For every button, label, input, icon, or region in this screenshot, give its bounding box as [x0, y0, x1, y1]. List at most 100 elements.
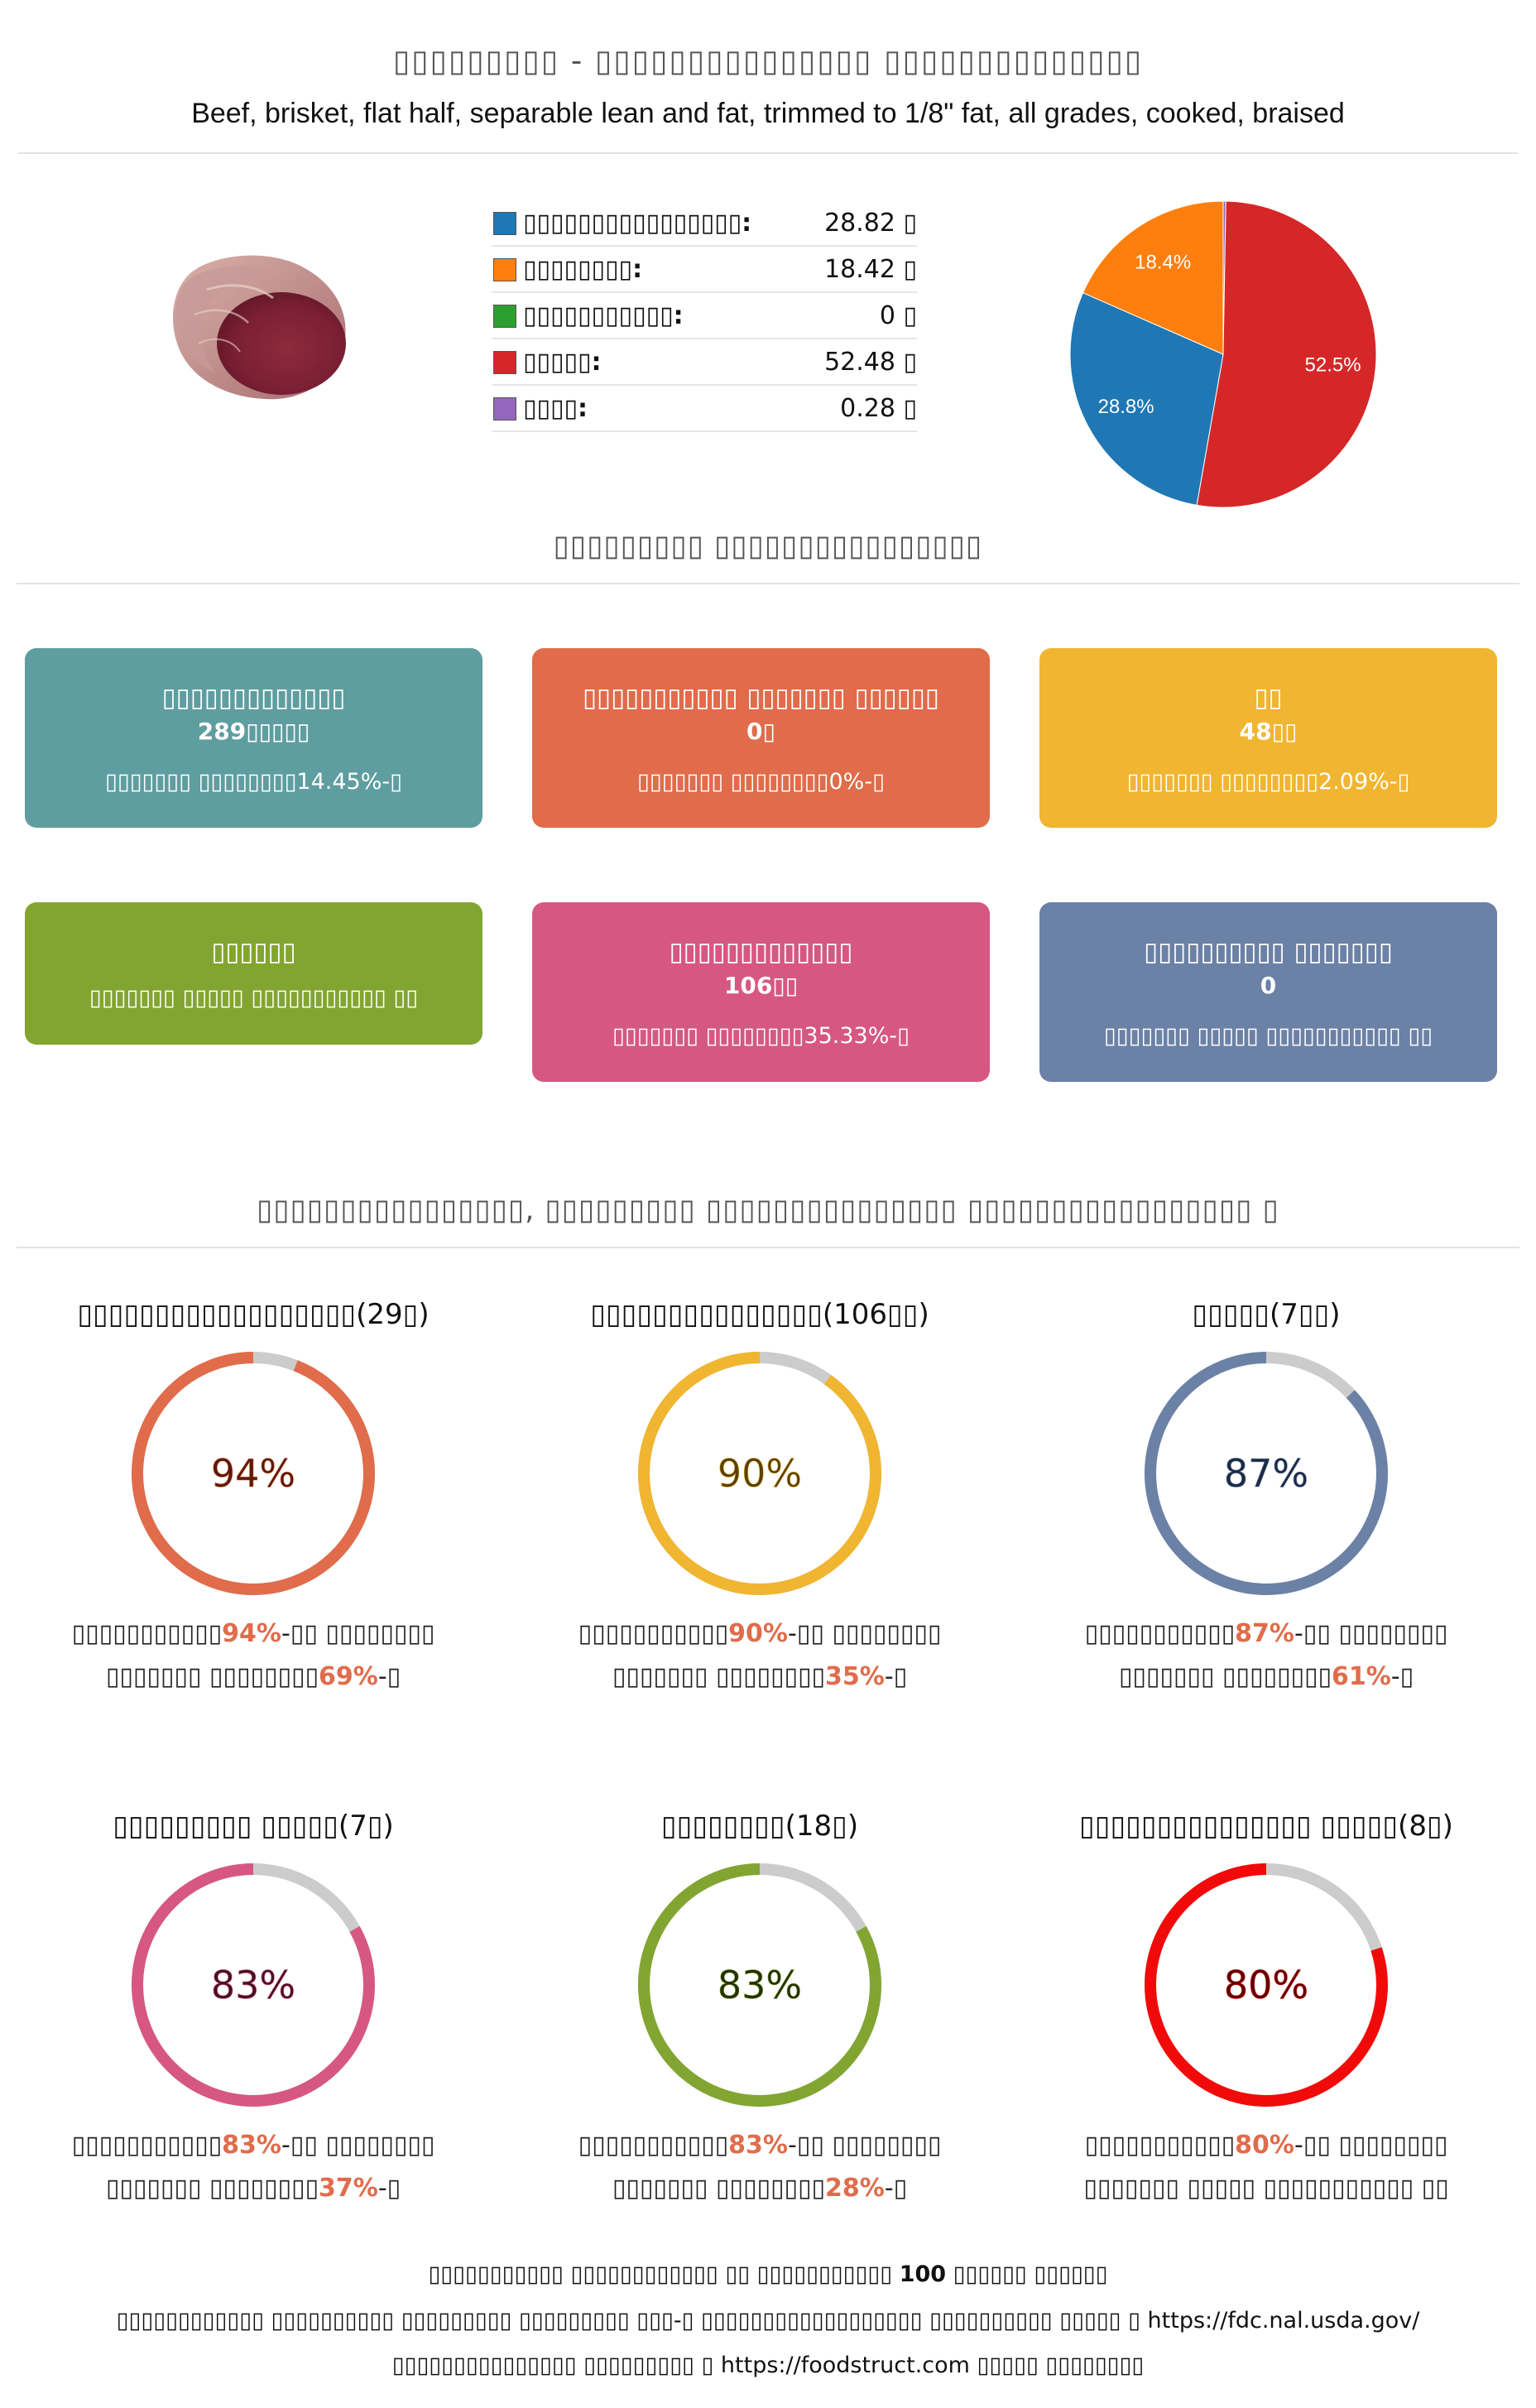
ring-percent-label: 90%: [718, 1451, 802, 1496]
desc-highlight: 90%: [728, 1619, 788, 1648]
box-title: ▯▯▯▯▯▯▯▯▯▯▯ ▯▯▯▯▯▯▯ ▯▯▯▯▯▯: [582, 683, 939, 713]
desc-highlight: 35%: [825, 1662, 885, 1691]
legend-value: 52.48 ▯: [824, 348, 917, 377]
box-title: ▯▯▯▯▯▯▯▯▯▯ ▯▯▯▯▯▯▯: [1144, 937, 1393, 967]
box-value: 0: [1260, 972, 1277, 999]
footer-text: ▯▯▯▯▯▯ ▯▯▯▯▯▯: [946, 2261, 1108, 2287]
food-name-subtitle: Beef, brisket, flat half, separable lean…: [191, 98, 1345, 129]
legend-swatch: [493, 397, 516, 421]
nutrition-section-title: ▯▯▯▯▯▯▯▯▯ ▯▯▯▯▯▯▯▯▯▯▯▯▯▯▯▯: [553, 530, 983, 563]
percentile-ring: 83%: [132, 1863, 375, 2107]
ranking-section-title: ▯▯▯▯▯▯▯▯▯▯▯▯▯▯▯▯, ▯▯▯▯▯▯▯▯▯ ▯▯▯▯▯▯▯▯▯▯▯▯…: [257, 1194, 1279, 1227]
desc-text: -▯▯ ▯▯▯▯▯▯▯▯: [1294, 1619, 1448, 1648]
legend-swatch: [493, 351, 516, 374]
ring-description: ▯▯▯▯▯▯▯▯▯▯▯87%-▯▯ ▯▯▯▯▯▯▯▯ ▯▯▯▯▯▯▯ ▯▯▯▯▯…: [1018, 1613, 1514, 1699]
sodium-box: ▯▯ 48▯▯ ▯▯▯▯▯▯▯ ▯▯▯▯▯▯▯▯2.09%-▯: [1039, 648, 1497, 828]
box-title: ▯▯▯▯▯▯: [211, 937, 296, 967]
desc-text: ▯▯▯▯▯▯▯ ▯▯▯▯▯▯▯▯: [105, 1662, 319, 1691]
desc-text: ▯▯▯▯▯▯▯ ▯▯▯▯▯▯▯▯: [105, 2174, 319, 2203]
ring-progress: [638, 1352, 881, 1595]
legend-swatch: [493, 258, 516, 281]
fiber-box: ▯▯▯▯▯▯ ▯▯▯▯▯▯▯ ▯▯▯▯▯ ▯▯▯▯▯▯▯▯▯▯▯ ▯▯: [25, 902, 482, 1045]
desc-text: ▯▯▯▯▯▯▯▯▯▯▯: [71, 1619, 223, 1648]
percentile-ring: 87%: [1145, 1352, 1388, 1595]
ring-percent-label: 80%: [1224, 1963, 1308, 2007]
percentile-ring: 83%: [638, 1863, 881, 2107]
macronutrient-pie-chart: 52.5% 28.8% 18.4%: [1069, 200, 1377, 508]
legend-row-fat: ▯▯▯▯▯▯▯▯: 18.42 ▯: [492, 247, 917, 293]
legend-label: ▯▯▯▯▯▯▯▯▯▯▯:: [523, 301, 684, 330]
ring-description: ▯▯▯▯▯▯▯▯▯▯▯83%-▯▯ ▯▯▯▯▯▯▯▯ ▯▯▯▯▯▯▯ ▯▯▯▯▯…: [511, 2124, 1008, 2210]
desc-text: -▯: [377, 2174, 401, 2203]
percentile-ring: 90%: [638, 1352, 881, 1595]
pie-slice-label: 28.8%: [1098, 396, 1154, 418]
ring-percent-label: 94%: [211, 1451, 295, 1496]
desc-highlight: 37%: [319, 2174, 378, 2203]
ring-progress: [1145, 1863, 1388, 2107]
desc-text: -▯: [1390, 1662, 1414, 1691]
box-value: 48▯▯: [1239, 718, 1298, 745]
desc-text: ▯▯▯▯▯▯▯▯▯▯▯: [1084, 2131, 1236, 2160]
ring-title: ▯▯▯▯▯▯▯▯▯▯▯▯▯▯▯▯▯▯(29▯): [77, 1298, 430, 1331]
box-title: ▯▯▯▯▯▯▯▯▯▯▯▯▯: [161, 683, 346, 713]
page-title: ▯▯▯▯▯▯▯▯▯ - ▯▯▯▯▯▯▯▯▯▯▯▯▯▯▯ ▯▯▯▯▯▯▯▯▯▯▯▯…: [392, 43, 1144, 79]
ring-description: ▯▯▯▯▯▯▯▯▯▯▯83%-▯▯ ▯▯▯▯▯▯▯▯ ▯▯▯▯▯▯▯ ▯▯▯▯▯…: [5, 2124, 502, 2210]
footer-text: ▯▯▯▯▯▯▯▯▯▯▯ ▯▯▯▯▯▯▯▯▯▯▯▯ ▯▯ ▯▯▯▯▯▯▯▯▯▯▯: [428, 2261, 893, 2287]
box-daily-value: ▯▯▯▯▯▯▯ ▯▯▯▯▯▯▯▯2.09%-▯: [1126, 769, 1410, 795]
box-daily-value: ▯▯▯▯▯▯▯ ▯▯▯▯▯ ▯▯▯▯▯▯▯▯▯▯▯ ▯▯: [1103, 1023, 1433, 1049]
nutrient-legend-table: ▯▯▯▯▯▯▯▯▯▯▯▯▯▯▯▯: 28.82 ▯ ▯▯▯▯▯▯▯▯: 18.4…: [492, 200, 917, 432]
desc-text: -▯: [884, 1662, 908, 1691]
percentile-ring: 94%: [132, 1352, 375, 1595]
desc-highlight: 80%: [1235, 2131, 1294, 2160]
pie-slice: [1069, 292, 1224, 506]
desc-highlight: 83%: [222, 2131, 281, 2160]
desc-highlight: 83%: [728, 2131, 788, 2160]
desc-highlight: 28%: [825, 2174, 885, 2203]
cholesterol-box: ▯▯▯▯▯▯▯▯▯▯▯▯▯ 106▯▯ ▯▯▯▯▯▯▯ ▯▯▯▯▯▯▯▯35.3…: [532, 902, 990, 1082]
legend-label: ▯▯▯▯▯:: [523, 348, 602, 377]
footer-credit: ▯▯▯▯▯▯▯▯▯▯▯▯▯▯▯ ▯▯▯▯▯▯▯▯▯ ▯ https://food…: [391, 2353, 1145, 2378]
legend-value: 28.82 ▯: [824, 209, 917, 238]
section-divider: [17, 583, 1519, 584]
pie-slice: [1196, 200, 1377, 508]
ring-percent-label: 83%: [718, 1963, 802, 2007]
box-title: ▯▯: [1254, 683, 1283, 713]
legend-row-carbs: ▯▯▯▯▯▯▯▯▯▯▯: 0 ▯: [492, 293, 917, 339]
ring-description: ▯▯▯▯▯▯▯▯▯▯▯80%-▯▯ ▯▯▯▯▯▯▯▯ ▯▯▯▯▯▯▯ ▯▯▯▯▯…: [1018, 2124, 1514, 2210]
desc-text: ▯▯▯▯▯▯▯▯▯▯▯: [578, 1619, 729, 1648]
box-value: 0▯: [746, 718, 775, 745]
desc-text: -▯: [377, 1662, 401, 1691]
legend-row-protein: ▯▯▯▯▯▯▯▯▯▯▯▯▯▯▯▯: 28.82 ▯: [492, 200, 917, 247]
desc-text: ▯▯▯▯▯▯▯ ▯▯▯▯▯▯▯▯: [612, 1662, 825, 1691]
desc-highlight: 87%: [1235, 1619, 1294, 1648]
ring-progress: [132, 1352, 375, 1595]
box-daily-value: ▯▯▯▯▯▯▯ ▯▯▯▯▯ ▯▯▯▯▯▯▯▯▯▯▯ ▯▯: [89, 985, 419, 1011]
ring-percent-label: 87%: [1224, 1451, 1308, 1496]
desc-text: -▯▯ ▯▯▯▯▯▯▯▯: [1294, 2131, 1448, 2160]
legend-label: ▯▯▯▯▯▯▯▯:: [523, 255, 643, 284]
pie-slice-label: 18.4%: [1135, 251, 1191, 273]
desc-highlight: 94%: [222, 1619, 281, 1648]
desc-text: -▯▯ ▯▯▯▯▯▯▯▯: [281, 1619, 435, 1648]
desc-text: ▯▯▯▯▯▯▯▯▯▯▯: [71, 2131, 223, 2160]
ring-title: ▯▯▯▯▯▯▯▯(18▯): [660, 1810, 859, 1843]
desc-text: -▯▯ ▯▯▯▯▯▯▯▯: [787, 1619, 942, 1648]
box-value: 106▯▯: [723, 972, 799, 999]
footer-serving-note: ▯▯▯▯▯▯▯▯▯▯▯ ▯▯▯▯▯▯▯▯▯▯▯▯ ▯▯ ▯▯▯▯▯▯▯▯▯▯▯ …: [0, 2261, 1536, 2287]
box-title: ▯▯▯▯▯▯▯▯▯▯▯▯▯: [669, 937, 853, 967]
ring-progress: [1145, 1352, 1388, 1595]
ring-description: ▯▯▯▯▯▯▯▯▯▯▯94%-▯▯ ▯▯▯▯▯▯▯▯ ▯▯▯▯▯▯▯ ▯▯▯▯▯…: [5, 1613, 502, 1699]
percentile-ring: 80%: [1145, 1863, 1388, 2107]
footer-source: ▯▯▯▯▯▯▯▯▯▯▯▯ ▯▯▯▯▯▯▯▯▯▯ ▯▯▯▯▯▯▯▯▯ ▯▯▯▯▯▯…: [116, 2308, 1420, 2334]
box-daily-value: ▯▯▯▯▯▯▯ ▯▯▯▯▯▯▯▯35.33%-▯: [612, 1023, 910, 1049]
legend-row-water: ▯▯▯▯▯: 52.48 ▯: [492, 339, 917, 386]
desc-text: ▯▯▯▯▯▯▯ ▯▯▯▯▯ ▯▯▯▯▯▯▯▯▯▯▯ ▯▯: [1083, 2174, 1449, 2203]
ring-description: ▯▯▯▯▯▯▯▯▯▯▯90%-▯▯ ▯▯▯▯▯▯▯▯ ▯▯▯▯▯▯▯ ▯▯▯▯▯…: [511, 1613, 1008, 1699]
legend-row-other: ▯▯▯▯: 0.28 ▯: [492, 386, 917, 432]
desc-highlight: 61%: [1332, 1662, 1391, 1691]
footer-serving-size: 100: [899, 2261, 947, 2287]
desc-text: ▯▯▯▯▯▯▯ ▯▯▯▯▯▯▯▯: [612, 2174, 825, 2203]
desc-text: ▯▯▯▯▯▯▯▯▯▯▯: [1084, 1619, 1236, 1648]
beef-brisket-image: [172, 255, 346, 400]
pie-slice: [1082, 200, 1224, 355]
